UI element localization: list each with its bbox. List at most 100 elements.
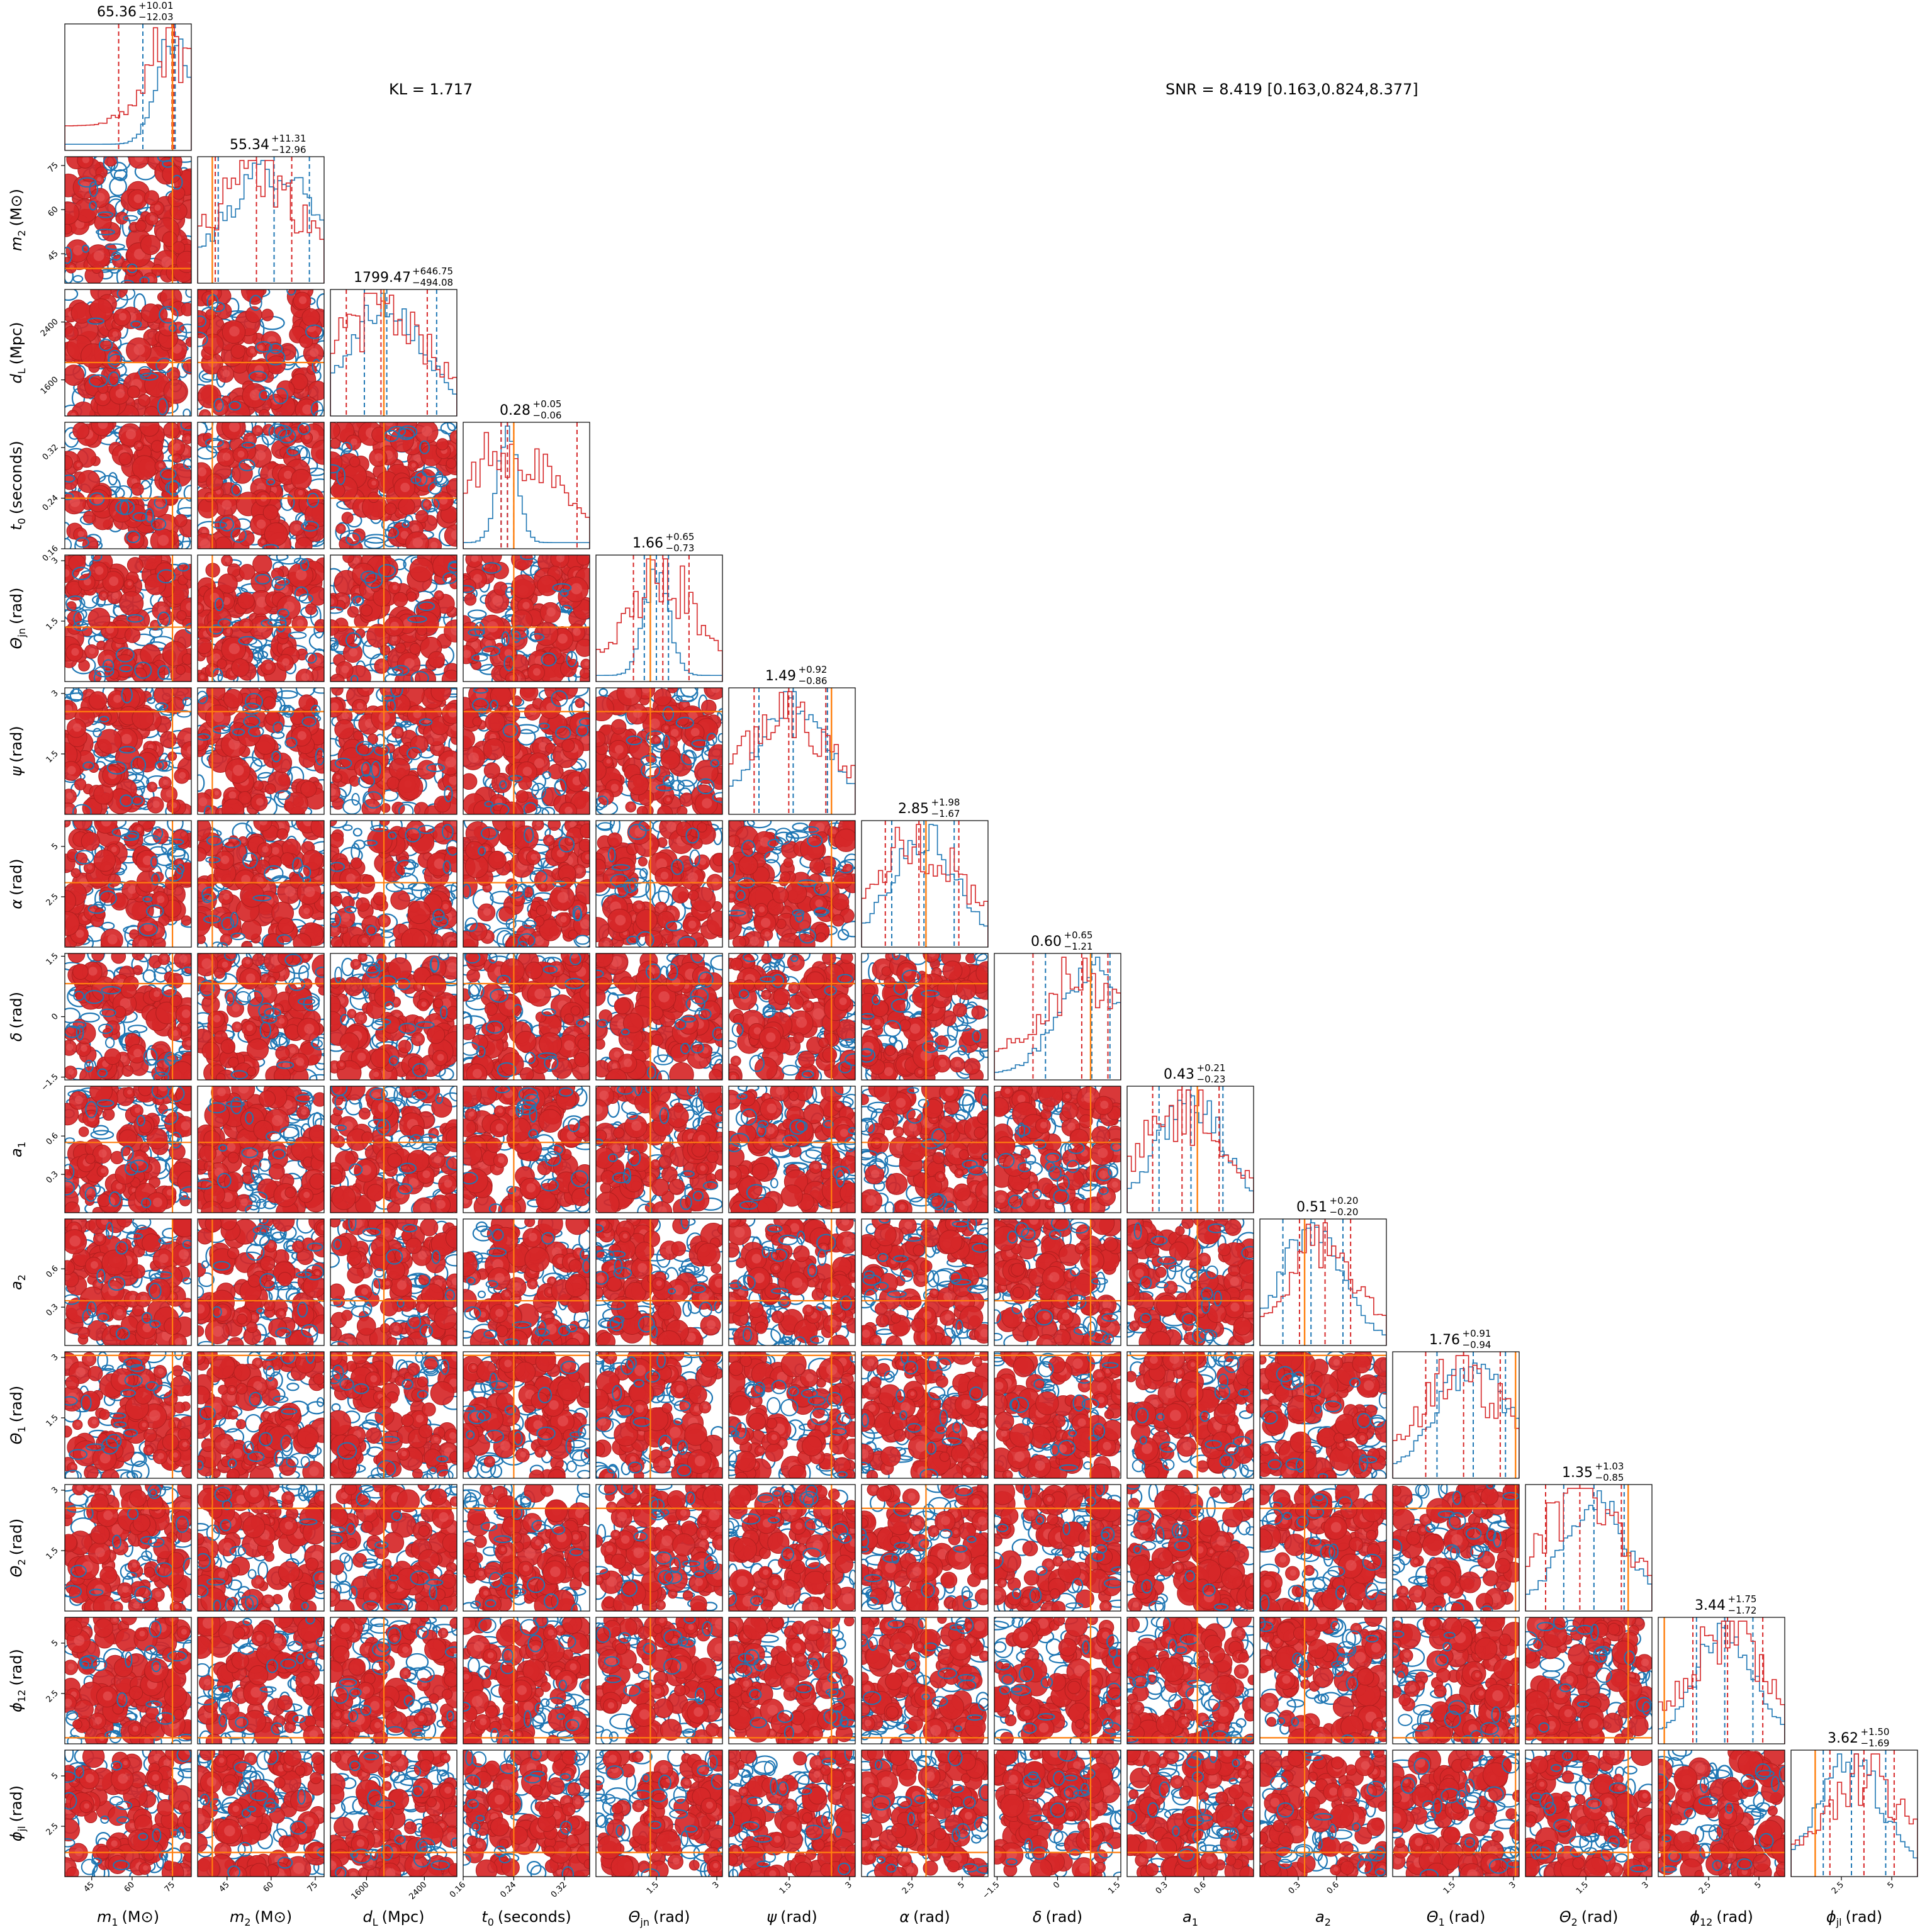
contour-red-core xyxy=(121,734,132,744)
contour-red xyxy=(794,934,815,955)
contour-red xyxy=(637,806,648,817)
contour-red-core xyxy=(67,766,76,775)
y-tick-label-m2: 60 xyxy=(47,205,60,218)
contour-red-core xyxy=(298,731,306,740)
contour-red-core xyxy=(615,745,624,754)
contour-red-core xyxy=(451,530,461,539)
contour-red-core xyxy=(272,847,279,855)
contour-blue xyxy=(748,816,771,828)
contour-red xyxy=(94,785,113,804)
contour-red xyxy=(611,719,626,734)
contour-red xyxy=(636,909,657,931)
contour-red-core xyxy=(727,923,733,928)
contour-blue xyxy=(354,829,362,836)
y-tick-label-thetajn: 1.5 xyxy=(45,616,60,632)
contour-red-core xyxy=(661,872,669,880)
contour-red-core xyxy=(305,887,315,897)
contour-red xyxy=(277,829,288,840)
contour-red xyxy=(176,251,198,272)
contour-red-core xyxy=(375,453,383,461)
contour-red-core xyxy=(73,245,83,256)
contour-red-core xyxy=(571,583,582,595)
contour-red xyxy=(393,592,408,607)
contour-red xyxy=(590,731,605,746)
contour-red-core xyxy=(162,956,167,961)
contour-red-core xyxy=(81,1045,87,1052)
contour-red-core xyxy=(654,738,659,742)
y-tick-label-delta: 0 xyxy=(50,1012,60,1022)
panel-t0-alpha xyxy=(452,811,600,955)
contour-red xyxy=(264,523,288,546)
summary-title-thetajn: 1.66 xyxy=(632,536,663,551)
contour-red-core xyxy=(262,846,268,852)
contour-red-core xyxy=(203,412,208,417)
contour-red-core xyxy=(492,595,503,606)
contour-red xyxy=(141,304,160,323)
contour-red xyxy=(772,887,788,903)
y-tick-label-t0: 0.24 xyxy=(41,493,60,513)
contour-red-core xyxy=(357,703,363,709)
contour-blue xyxy=(167,815,183,832)
histogram-blue-alpha xyxy=(862,824,988,947)
contour-red-core xyxy=(71,648,79,656)
contour-red-core xyxy=(128,581,132,586)
contour-red-core xyxy=(336,775,340,780)
contour-red xyxy=(223,689,242,708)
contour-red-core xyxy=(101,816,111,826)
contour-red-core xyxy=(437,593,442,597)
contour-red xyxy=(81,832,99,850)
contour-red xyxy=(73,423,89,439)
contour-red-core xyxy=(154,622,158,627)
contour-red xyxy=(252,953,264,965)
contour-red-core xyxy=(284,471,292,479)
histogram-red-psi xyxy=(729,692,855,814)
contour-red-core xyxy=(82,156,89,163)
panel-dL-dL: 1799.47 +646.75−494.08 xyxy=(330,266,457,416)
contour-red-core xyxy=(222,962,228,968)
contour-red xyxy=(429,651,445,668)
contour-red-core xyxy=(547,837,552,842)
panel-m2-delta xyxy=(190,943,335,1090)
contour-red xyxy=(473,717,481,726)
contour-red-core xyxy=(699,858,706,865)
summary-minus-thetajn: −0.73 xyxy=(666,542,695,554)
contour-red-core xyxy=(667,739,674,746)
panel-m1-t0: 0.160.240.32 xyxy=(41,414,199,564)
contour-red-core xyxy=(412,525,419,532)
contour-red-core xyxy=(702,798,712,808)
contour-red-core xyxy=(150,215,155,221)
contour-red-core xyxy=(229,422,240,432)
contour-red xyxy=(434,796,451,812)
contour-red xyxy=(455,729,475,749)
contour-red xyxy=(385,503,396,514)
contour-blue xyxy=(793,823,808,830)
contour-red xyxy=(323,422,340,439)
contour-red-core xyxy=(78,531,84,537)
contour-red xyxy=(330,483,345,498)
contour-blue xyxy=(658,885,668,903)
contour-red xyxy=(201,980,220,999)
contour-red-core xyxy=(66,1044,73,1051)
contour-blue xyxy=(744,820,755,826)
contour-red-core xyxy=(256,428,261,432)
panel-m2-t0 xyxy=(188,415,336,557)
contour-red xyxy=(239,564,255,580)
contour-red-core xyxy=(361,955,365,958)
contour-red-core xyxy=(172,1030,179,1036)
contour-red-core xyxy=(846,867,851,871)
contour-red xyxy=(232,659,250,677)
contour-red-core xyxy=(222,370,230,378)
contour-red xyxy=(661,751,680,770)
contour-red xyxy=(536,905,547,916)
contour-red-core xyxy=(163,780,169,785)
contour-red-core xyxy=(531,854,537,860)
contour-red xyxy=(810,858,825,873)
contour-red-core xyxy=(688,921,697,929)
contour-red-core xyxy=(137,827,141,831)
summary-title-psi: 1.49 xyxy=(765,668,796,684)
contour-red xyxy=(111,950,126,964)
summary-plus-dL: +646.75 xyxy=(412,266,453,277)
contour-red-core xyxy=(400,483,410,492)
contour-red-core xyxy=(424,502,429,507)
contour-red xyxy=(160,731,177,748)
